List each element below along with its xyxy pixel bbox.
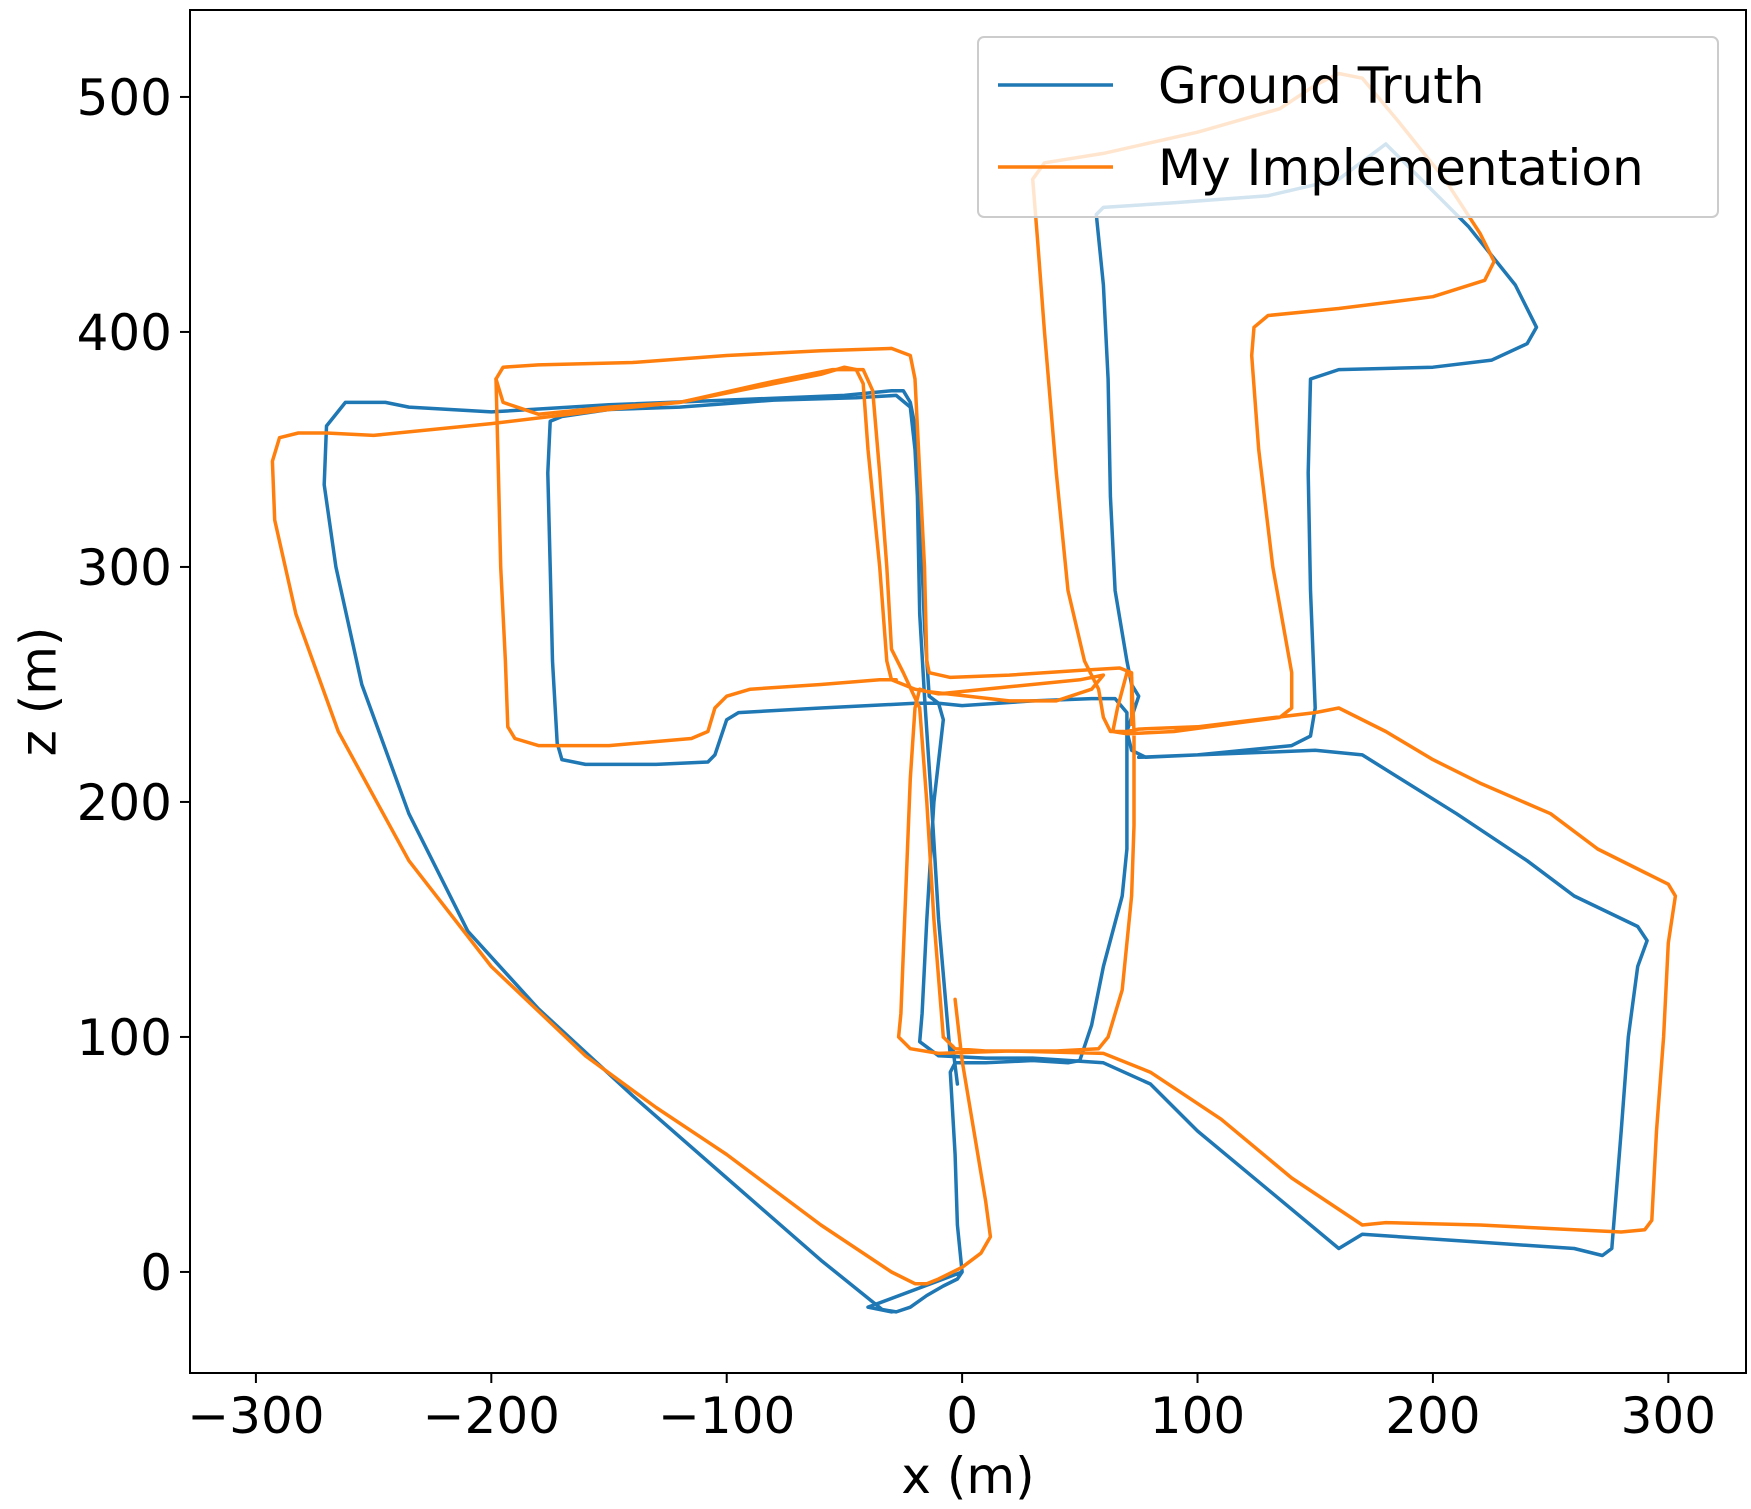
x-axis-label: x (m) xyxy=(901,1447,1034,1505)
x-axis-ticks: −300 −200 −100 0 100 200 300 xyxy=(187,1373,1716,1445)
x-tick-label: −200 xyxy=(423,1387,560,1445)
y-axis-ticks: 0 100 200 300 400 500 xyxy=(77,69,190,1302)
y-axis-label: z (m) xyxy=(10,627,68,757)
x-tick-label: 0 xyxy=(946,1387,978,1445)
plot-lines xyxy=(270,71,1678,1314)
legend: Ground Truth My Implementation xyxy=(977,36,1719,218)
legend-label-my-implementation: My Implementation xyxy=(1158,139,1644,197)
plot-frame xyxy=(189,9,1747,1374)
legend-label-ground-truth: Ground Truth xyxy=(1158,57,1485,115)
series-line-4 xyxy=(494,377,898,748)
x-tick-label: 200 xyxy=(1385,1387,1480,1445)
y-tick-label: 500 xyxy=(77,69,172,127)
series-line-0 xyxy=(322,388,1129,1314)
x-tick-label: −300 xyxy=(187,1387,324,1445)
y-tick-label: 400 xyxy=(77,304,172,362)
y-tick-label: 200 xyxy=(77,774,172,832)
x-tick-label: −100 xyxy=(658,1387,795,1445)
x-tick-label: 300 xyxy=(1621,1387,1716,1445)
series-line-2 xyxy=(270,71,1678,1286)
x-tick-label: 100 xyxy=(1150,1387,1245,1445)
legend-box xyxy=(977,36,1719,218)
series-line-3 xyxy=(494,346,1134,1039)
y-tick-label: 0 xyxy=(140,1244,172,1302)
y-tick-label: 100 xyxy=(77,1009,172,1067)
y-tick-label: 300 xyxy=(77,539,172,597)
